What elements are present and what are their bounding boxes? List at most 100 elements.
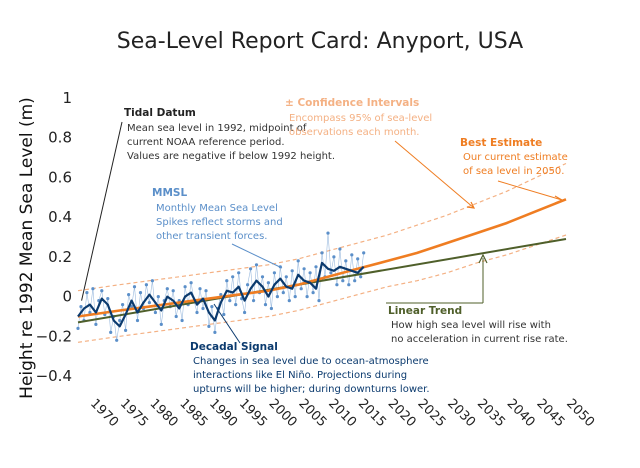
mmsl-point	[183, 285, 187, 289]
mmsl-point	[308, 271, 312, 275]
mmsl-point	[254, 263, 259, 267]
mmsl-point	[362, 251, 366, 255]
confidence-line-1: Encompass 95% of sea-level	[289, 113, 432, 124]
best-estimate-line-2: of sea level in 2050.	[463, 166, 564, 177]
mmsl-point	[317, 299, 321, 303]
mmsl-point	[130, 305, 134, 309]
mmsl-point	[138, 291, 143, 295]
mmsl-point	[204, 289, 208, 293]
mmsl-point	[228, 299, 232, 303]
mmsl-point	[127, 293, 131, 297]
mmsl-point	[356, 257, 360, 261]
mmsl-point	[198, 287, 202, 291]
mmsl-point	[100, 289, 104, 293]
mmsl-point	[234, 303, 238, 307]
linear-trend-arrow	[478, 253, 488, 264]
mmsl-point	[341, 279, 345, 283]
mmsl-point	[201, 306, 205, 311]
x-tick-label: 1970	[87, 396, 121, 430]
mmsl-point	[207, 324, 211, 328]
mmsl-point	[222, 312, 226, 317]
mmsl-point	[88, 310, 92, 315]
mmsl-point	[320, 251, 324, 255]
y-tick-label: 0	[62, 288, 72, 306]
annotation-leaders	[81, 121, 564, 344]
mmsl-line-1: Monthly Mean Sea Level	[156, 203, 278, 214]
confidence-arrow	[466, 201, 476, 209]
mmsl-line-3: other transient forces.	[156, 231, 267, 242]
mmsl-point	[314, 265, 318, 269]
mmsl-point	[293, 295, 297, 299]
decadal-line-2: interactions like El Niño. Projections d…	[193, 370, 407, 381]
mmsl-point	[189, 281, 193, 285]
mmsl-point	[359, 275, 363, 279]
x-tick-label: 2000	[266, 396, 300, 430]
mmsl-point	[159, 322, 163, 326]
annotation-decadal-signal: Decadal Signal Changes in sea level due …	[190, 341, 430, 395]
mmsl-point	[269, 306, 273, 311]
mmsl-point	[115, 338, 119, 342]
mmsl-point	[311, 291, 315, 295]
mmsl-point	[353, 279, 357, 283]
x-tick-label: 2020	[385, 396, 419, 430]
mmsl-point	[347, 283, 351, 287]
mmsl-point	[174, 314, 178, 319]
x-tick-label: 2010	[325, 396, 359, 430]
linear-trend-line-2: no acceleration in current rise rate.	[391, 334, 568, 345]
mmsl-point	[260, 275, 265, 279]
x-tick-label: 1995	[236, 396, 270, 430]
x-tick-label: 1985	[176, 396, 210, 430]
x-tick-label: 2050	[563, 396, 597, 430]
y-tick-label: 1	[62, 89, 72, 107]
mmsl-point	[79, 305, 83, 309]
confidence-intervals	[77, 162, 567, 343]
mmsl-point	[246, 283, 250, 287]
mmsl-point	[335, 283, 339, 287]
decadal-line-1: Changes in sea level due to ocean-atmosp…	[193, 356, 429, 367]
mmsl-point	[94, 322, 98, 326]
mmsl-point	[165, 287, 169, 291]
tidal-datum-line-2: current NOAA reference period.	[127, 137, 285, 148]
x-tick-label: 2015	[355, 396, 389, 430]
mmsl-point	[252, 299, 256, 303]
x-tick-labels: 1970197519801985199019952000200520102015…	[87, 396, 597, 430]
mmsl-point	[284, 275, 288, 279]
y-tick-label: 0.6	[48, 168, 72, 186]
mmsl-point	[287, 299, 291, 303]
decadal-signal-series	[77, 261, 365, 328]
y-tick-label: −0.4	[36, 367, 72, 385]
mmsl-point	[144, 283, 148, 287]
y-axis-label: Height re 1992 Mean Sea Level (m)	[17, 97, 37, 399]
mmsl-point	[350, 253, 354, 257]
confidence-line-2: observations each month.	[289, 127, 419, 138]
best-estimate-leader	[497, 180, 563, 201]
mmsl-point	[132, 285, 137, 289]
tidal-datum-line-1: Mean sea level in 1992, midpoint of	[127, 123, 307, 134]
mmsl-point	[219, 293, 223, 297]
mmsl-leader	[231, 243, 283, 269]
mmsl-point	[85, 291, 89, 295]
y-tick-label: −0.2	[36, 327, 72, 345]
y-tick-label: 0.2	[48, 248, 72, 266]
mmsl-point	[263, 303, 268, 307]
mmsl-point	[332, 255, 336, 259]
decadal-heading: Decadal Signal	[190, 341, 278, 353]
mmsl-point	[266, 281, 270, 285]
confidence-leader	[394, 140, 475, 209]
mmsl-point	[249, 267, 253, 271]
mmsl-point	[329, 271, 333, 275]
mmsl-point	[118, 318, 122, 323]
mmsl-point	[153, 310, 157, 315]
mmsl-point	[121, 303, 125, 307]
confidence-lower-line	[77, 234, 567, 343]
confidence-upper-line	[77, 162, 567, 292]
mmsl-heading: MMSL	[152, 187, 187, 199]
annotation-best-estimate: Best Estimate Our current estimate of se…	[460, 137, 568, 177]
mmsl-line-2: Spikes reflect storms and	[156, 217, 283, 228]
best-estimate-line-1: Our current estimate	[463, 152, 568, 163]
confidence-heading: ± Confidence Intervals	[285, 97, 419, 109]
decadal-leader	[213, 303, 241, 344]
mmsl-point	[124, 328, 128, 332]
x-tick-label: 1980	[147, 396, 181, 430]
